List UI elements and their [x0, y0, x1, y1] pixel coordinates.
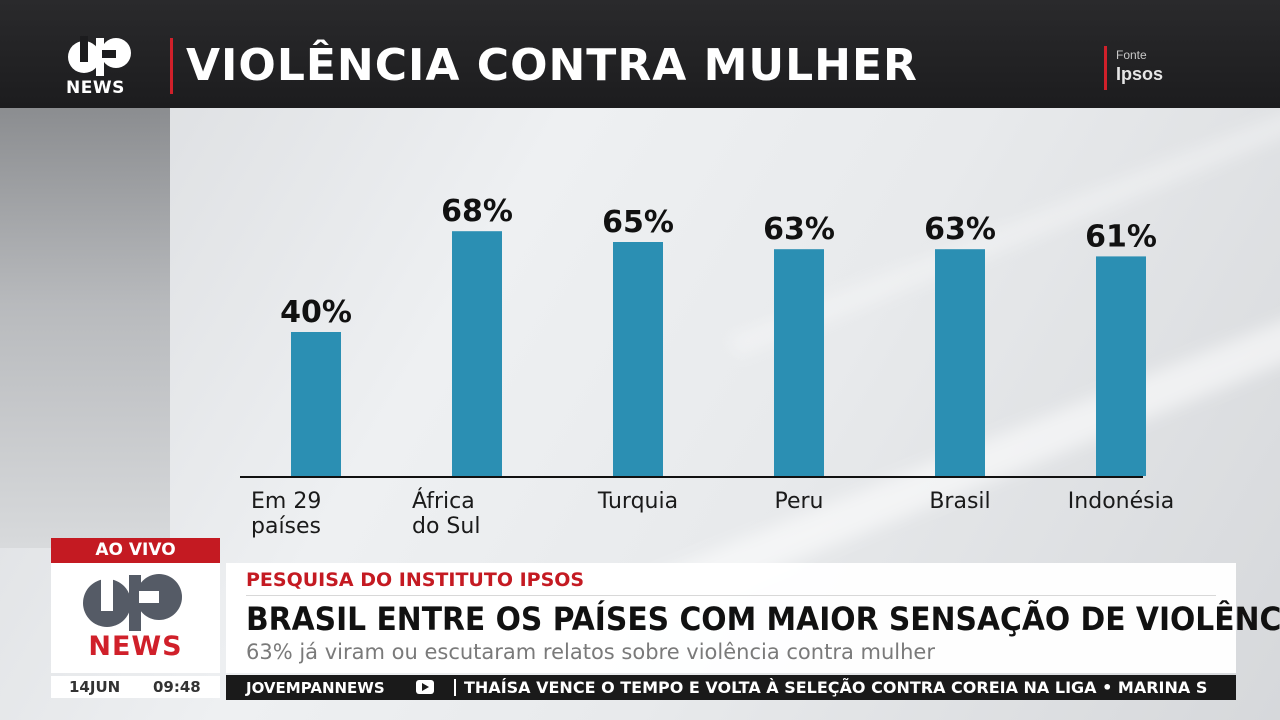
bar-value-label: 68% — [441, 194, 513, 229]
jp-logo-icon — [83, 573, 182, 631]
bar — [1096, 256, 1146, 476]
divider — [246, 595, 1216, 596]
source-value: Ipsos — [1116, 64, 1164, 84]
news-ticker: JOVEMPANNEWS THAÍSA VENCE O TEMPO E VOLT… — [226, 675, 1236, 700]
live-badge: AO VIVO — [51, 538, 220, 563]
category-label: Em 29 — [251, 489, 321, 514]
play-icon — [416, 680, 434, 694]
channel-logo-box: NEWS — [51, 563, 220, 673]
ticker-brand: JOVEMPANNEWS — [246, 679, 385, 697]
source-label: Fonte — [1116, 48, 1147, 62]
headline-text: BRASIL ENTRE OS PAÍSES COM MAIOR SENSAÇÃ… — [246, 600, 1280, 638]
bar — [291, 332, 341, 476]
category-label: África — [412, 488, 475, 514]
bar — [774, 249, 824, 476]
ticker-divider — [454, 679, 456, 696]
category-label: do Sul — [412, 514, 480, 539]
source-divider — [1104, 46, 1107, 90]
title-divider — [170, 38, 173, 94]
date-label: 14JUN — [69, 678, 121, 696]
bar — [452, 231, 502, 476]
bar-value-label: 63% — [763, 212, 835, 247]
category-label: Peru — [774, 489, 823, 514]
subline-text: 63% já viram ou escutaram relatos sobre … — [246, 640, 935, 664]
jp-logo-icon — [68, 36, 131, 76]
background-photo — [0, 108, 170, 548]
category-label: Indonésia — [1068, 489, 1174, 514]
category-label: Turquia — [597, 489, 678, 514]
bar-value-label: 40% — [280, 295, 352, 330]
logo-news-text: NEWS — [66, 78, 125, 98]
top-bar: NEWS VIOLÊNCIA CONTRA MULHER Fonte Ipsos — [0, 0, 1280, 108]
source-box: Fonte Ipsos — [1104, 46, 1254, 92]
jp-news-logo: NEWS — [62, 36, 138, 98]
date-time-box: 14JUN 09:48 — [51, 676, 220, 698]
headline-box: PESQUISA DO INSTITUTO IPSOS BRASIL ENTRE… — [226, 563, 1280, 673]
bar-value-label: 65% — [602, 205, 674, 240]
bar — [613, 242, 663, 476]
category-label: Brasil — [929, 489, 990, 514]
kicker-text: PESQUISA DO INSTITUTO IPSOS — [246, 569, 585, 591]
bar-value-label: 61% — [1085, 219, 1157, 254]
clock-label: 09:48 — [153, 678, 201, 696]
bar-chart: 40% Em 29 países 68% África do Sul 65% Turquia 6… — [170, 108, 1280, 548]
bar — [935, 249, 985, 476]
category-label: países — [251, 514, 321, 539]
ticker-text: THAÍSA VENCE O TEMPO E VOLTA À SELEÇÃO C… — [464, 678, 1208, 697]
page-title: VIOLÊNCIA CONTRA MULHER — [186, 40, 918, 91]
logo-news-text: NEWS — [88, 631, 183, 662]
bar-value-label: 63% — [924, 212, 996, 247]
